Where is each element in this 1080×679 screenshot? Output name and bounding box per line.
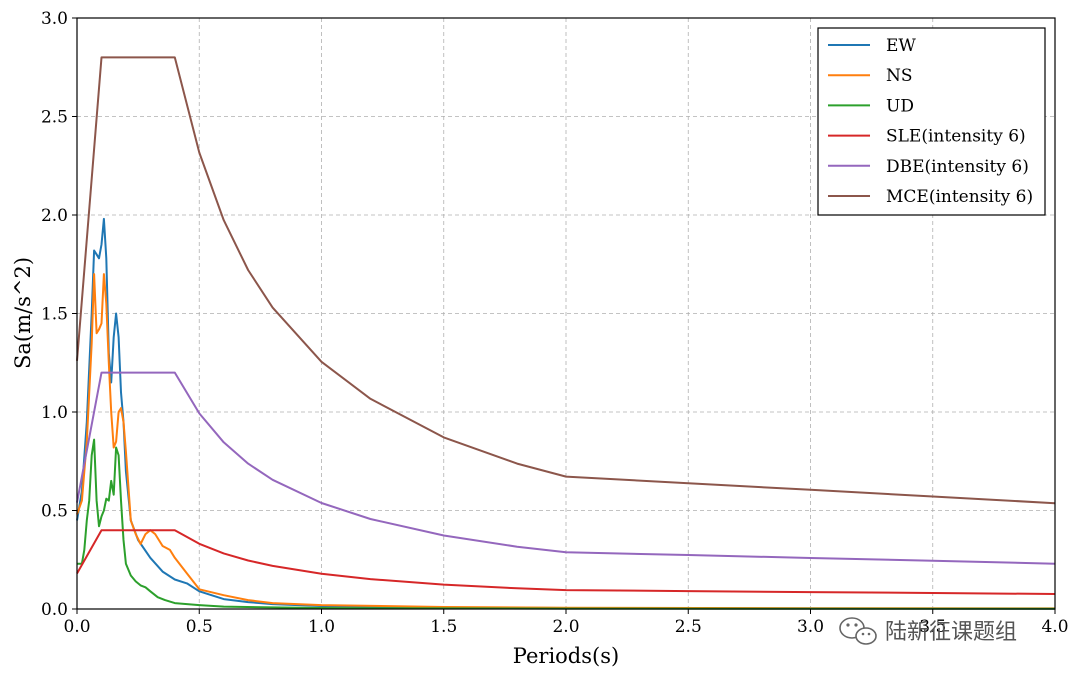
x-tick-label: 4.0	[1041, 617, 1068, 637]
series-line-dbe-intensity-6	[76, 371, 1056, 565]
y-tick-label: 2.0	[41, 206, 68, 226]
watermark: 陆新征课题组	[839, 617, 1017, 645]
wechat-icon	[839, 617, 877, 645]
legend-label: DBE(intensity 6)	[886, 157, 1029, 177]
series-line-sle-intensity-6	[76, 529, 1056, 595]
legend-label: EW	[886, 36, 916, 56]
x-tick-label: 1.0	[308, 617, 335, 637]
x-tick-label: 2.0	[552, 617, 579, 637]
y-tick-label: 1.5	[41, 305, 68, 325]
x-tick-label: 3.5	[919, 617, 946, 637]
legend-label: UD	[886, 96, 914, 116]
legend-label: NS	[886, 66, 913, 86]
y-tick-label: 0.5	[41, 502, 68, 522]
legend: EW NS UD SLE(intensity 6) DBE(intensity 6) MC…	[817, 27, 1046, 216]
legend-label: MCE(intensity 6)	[886, 187, 1033, 207]
legend-label: SLE(intensity 6)	[886, 127, 1026, 147]
y-tick-label: 1.0	[41, 403, 68, 423]
x-tick-label: 2.5	[675, 617, 702, 637]
legend-box	[817, 27, 1046, 216]
watermark-text: 陆新征课题组	[885, 620, 1017, 645]
x-tick-label: 0.0	[63, 617, 90, 637]
series-line-ns	[76, 273, 1056, 610]
y-axis-ticks: 0.0 0.5 1.0 1.5 2.0 2.5 3.0	[41, 9, 77, 620]
x-tick-label: 0.5	[186, 617, 213, 637]
x-tick-label: 3.0	[797, 617, 824, 637]
x-tick-label: 1.5	[430, 617, 457, 637]
x-axis-label: Periods(s)	[513, 644, 619, 668]
y-tick-label: 2.5	[41, 108, 68, 128]
y-axis-label: Sa(m/s^2)	[11, 257, 35, 369]
series-lines	[76, 56, 1056, 610]
y-tick-label: 3.0	[41, 9, 68, 29]
series-line-ud	[77, 438, 1055, 610]
x-axis-ticks: 0.0 0.5 1.0 1.5 2.0 2.5 3.0 3.5 4.0	[63, 609, 1069, 637]
series-line-mce-intensity-6	[76, 56, 1056, 505]
y-tick-label: 0.0	[41, 600, 68, 620]
